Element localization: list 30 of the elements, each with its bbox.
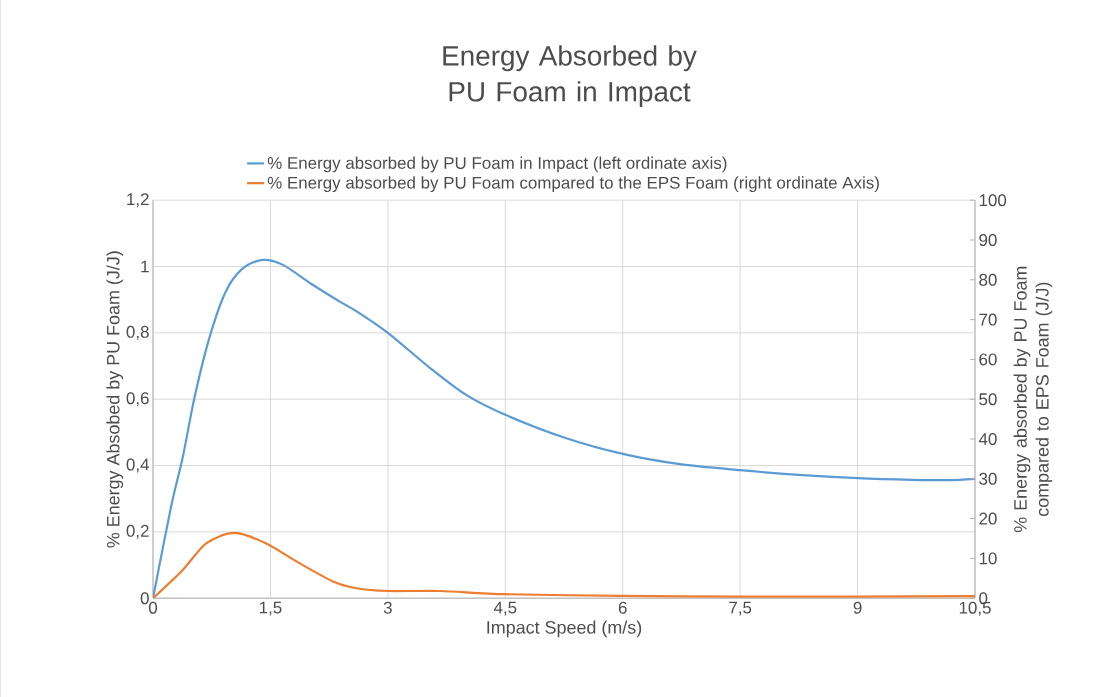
y-tick-label: 0: [140, 592, 149, 605]
y2-tick-label: 10: [979, 552, 997, 565]
y2-tick-label: 60: [979, 353, 997, 366]
legend-label: % Energy absorbed by PU Foam compared to the EPS Foam (right ordinate Axis): [267, 176, 879, 192]
x-tick-label: 9: [853, 601, 862, 614]
y2-tick-label: 50: [979, 393, 997, 406]
y-axis-title: % Energy Absobed by PU Foam (J/J): [106, 251, 124, 548]
y-tick-label: 0,2: [126, 524, 149, 539]
x-tick-label: 6: [618, 601, 627, 614]
y2-axis-title: % Energy absorbed by PU Foam compared to EPS Foam (J/J): [1013, 266, 1053, 532]
y-tick-label: 0,6: [126, 392, 149, 407]
y-tick-label: 0,8: [126, 325, 149, 340]
y2-tick-label: 20: [979, 512, 997, 525]
y2-tick-label: 90: [979, 233, 997, 246]
y-tick-label: 1: [141, 260, 149, 273]
legend-label: % Energy absorbed by PU Foam in Impact (left ordinate axis): [267, 156, 727, 173]
x-tick-label: 0: [148, 601, 158, 614]
y-tick-label: 0,4: [126, 458, 149, 473]
y-tick-label: 1,2: [127, 193, 149, 208]
y2-tick-label: 70: [979, 313, 997, 326]
x-axis-title: Impact Speed (m/s): [487, 620, 642, 638]
x-tick-label: 7,5: [729, 601, 752, 616]
y2-tick-label: 80: [979, 273, 997, 286]
x-tick-label: 3: [383, 601, 392, 614]
y2-tick-label: 40: [978, 432, 997, 445]
y2-tick-label: 30: [979, 472, 997, 485]
x-tick-label: 1,5: [259, 601, 282, 616]
y2-tick-label: 100: [979, 194, 1007, 207]
x-tick-label: 4,5: [493, 601, 517, 616]
chart-title: Energy Absorbed by PU Foam in Impact: [443, 45, 697, 107]
